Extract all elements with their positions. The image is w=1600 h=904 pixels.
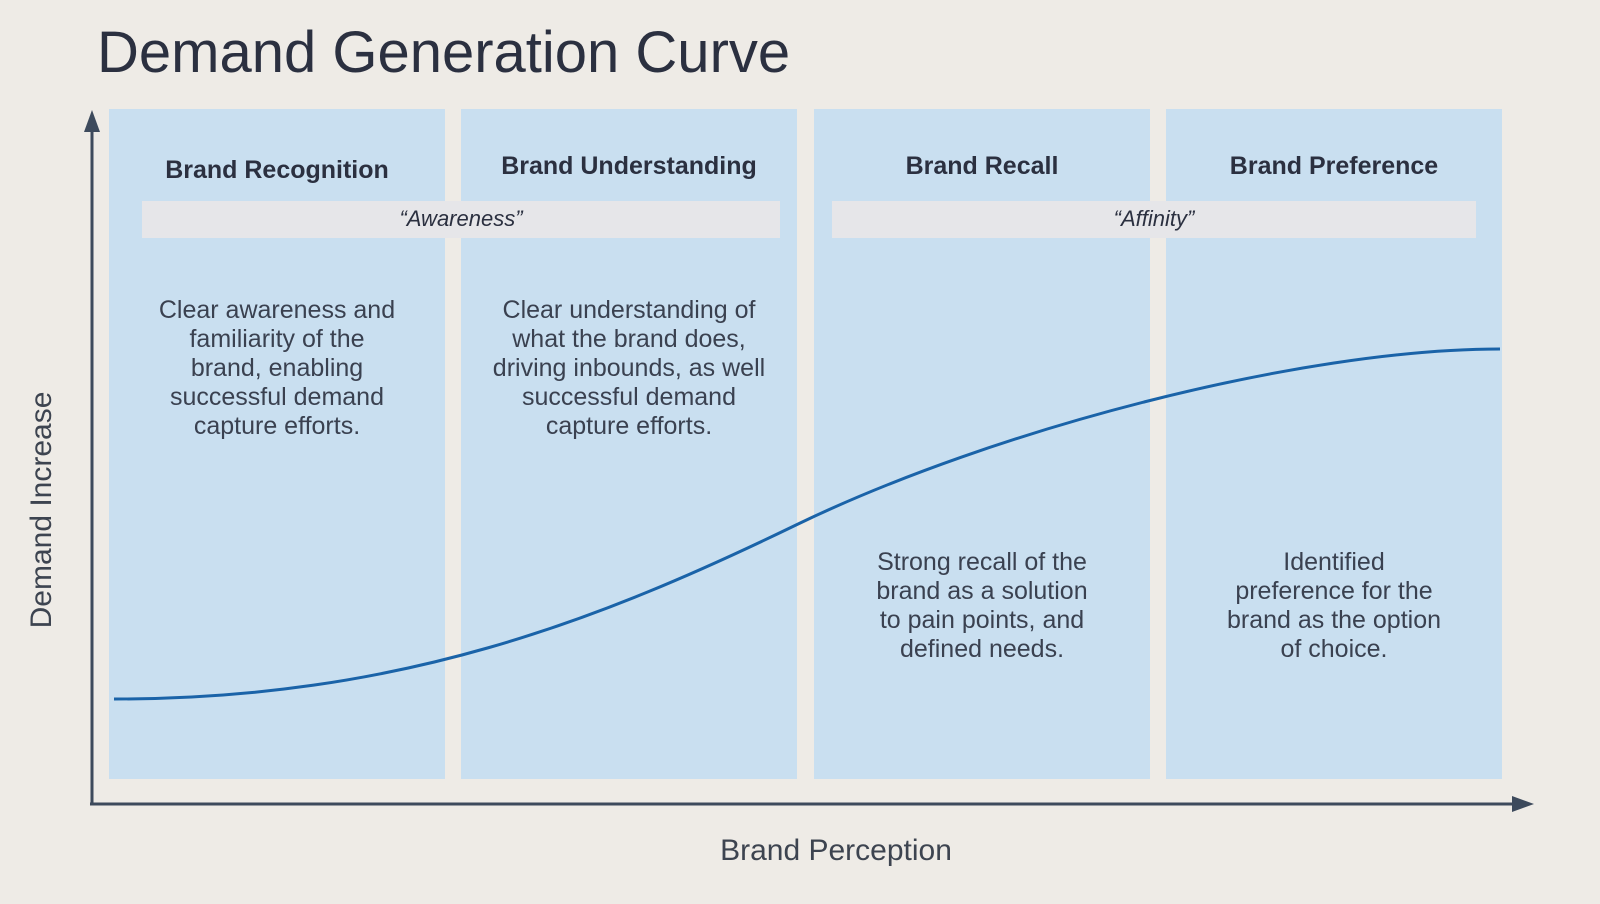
stage-title: Brand Recognition	[165, 156, 389, 184]
stage-description: what the brand does,	[511, 325, 746, 353]
stage-description: Clear awareness and	[159, 296, 395, 324]
stage-description: brand as the option	[1227, 606, 1441, 634]
y-axis-label: Demand Increase	[25, 392, 58, 629]
group-label: “Affinity”	[1114, 206, 1196, 231]
stage-title: Brand Understanding	[501, 152, 757, 180]
stage-title: Brand Recall	[906, 152, 1059, 180]
stage-description: preference for the	[1235, 577, 1432, 605]
stage-description: Identified	[1283, 548, 1384, 576]
stage-description: brand as a solution	[876, 577, 1087, 605]
stage-description: defined needs.	[900, 635, 1064, 663]
stage-description: driving inbounds, as well	[493, 354, 765, 382]
group-bar	[832, 201, 1476, 238]
x-axis-label: Brand Perception	[720, 834, 952, 867]
stage-description: familiarity of the	[189, 325, 364, 353]
stage-description: of choice.	[1280, 635, 1387, 663]
stage-title: Brand Preference	[1230, 152, 1439, 180]
demand-curve	[113, 347, 1501, 701]
x-axis-arrow	[1512, 796, 1534, 812]
stage-description: successful demand	[170, 383, 384, 411]
stage-description: Clear understanding of	[503, 296, 756, 324]
title: Demand Generation Curve	[97, 20, 790, 85]
stage-description: successful demand	[522, 383, 736, 411]
group-bar	[142, 201, 780, 238]
y-axis-arrow	[84, 110, 100, 132]
stage-description: to pain points, and	[880, 606, 1084, 634]
group-label: “Awareness”	[399, 206, 524, 231]
stage-description: capture efforts.	[194, 412, 360, 440]
stage-description: brand, enabling	[191, 354, 363, 382]
stage-description: Strong recall of the	[877, 548, 1087, 576]
stage-description: capture efforts.	[546, 412, 712, 440]
